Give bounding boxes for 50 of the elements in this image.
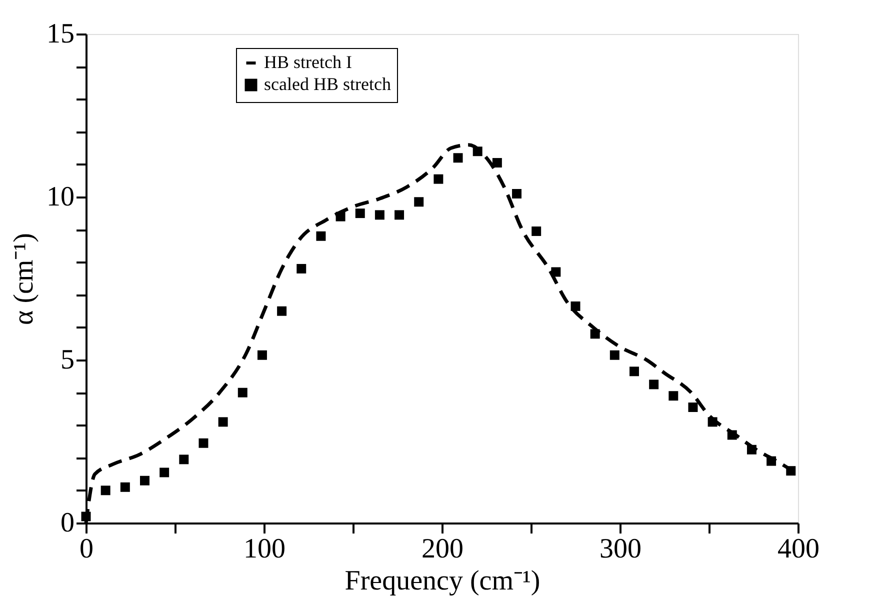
point	[120, 482, 130, 492]
point	[453, 153, 463, 163]
x-tick-label: 0	[80, 534, 94, 564]
y-tick-label: 5	[60, 344, 74, 376]
point	[590, 329, 600, 339]
y-tick-label: 10	[46, 182, 74, 212]
point	[218, 417, 228, 427]
point	[374, 210, 384, 220]
point	[668, 391, 678, 401]
x-tick-label: 400	[778, 534, 820, 564]
point	[179, 454, 189, 464]
point	[434, 174, 444, 184]
point	[746, 444, 756, 454]
point	[140, 476, 150, 486]
point	[81, 512, 91, 522]
point	[257, 350, 267, 360]
point	[570, 301, 580, 311]
point	[492, 158, 502, 168]
point	[532, 226, 542, 236]
point	[296, 264, 306, 274]
point	[198, 438, 208, 448]
point	[100, 486, 110, 496]
point	[336, 212, 346, 222]
y-tick-label: 15	[46, 18, 74, 50]
point	[688, 402, 698, 412]
point	[629, 366, 639, 376]
point	[786, 466, 796, 476]
point	[160, 468, 170, 478]
x-tick-label: 100	[244, 534, 286, 564]
point	[708, 417, 718, 427]
point	[277, 306, 287, 316]
point	[551, 267, 561, 277]
point	[610, 350, 620, 360]
legend-label: HB stretch I	[264, 52, 352, 72]
point	[394, 210, 404, 220]
point	[649, 380, 659, 390]
y-tick-label: 0	[60, 508, 74, 538]
point	[512, 188, 522, 198]
y-axis-title: α (cm⁻¹)	[8, 233, 40, 325]
point	[316, 231, 326, 241]
point	[355, 208, 365, 218]
x-tick-label: 200	[422, 534, 464, 564]
point	[727, 430, 737, 440]
point	[766, 456, 776, 466]
point	[472, 146, 482, 156]
point	[414, 197, 424, 207]
x-axis-title: Frequency (cm⁻¹)	[344, 566, 540, 596]
point	[238, 388, 248, 398]
x-tick-label: 300	[600, 534, 642, 564]
legend-label: scaled HB stretch	[264, 74, 391, 94]
